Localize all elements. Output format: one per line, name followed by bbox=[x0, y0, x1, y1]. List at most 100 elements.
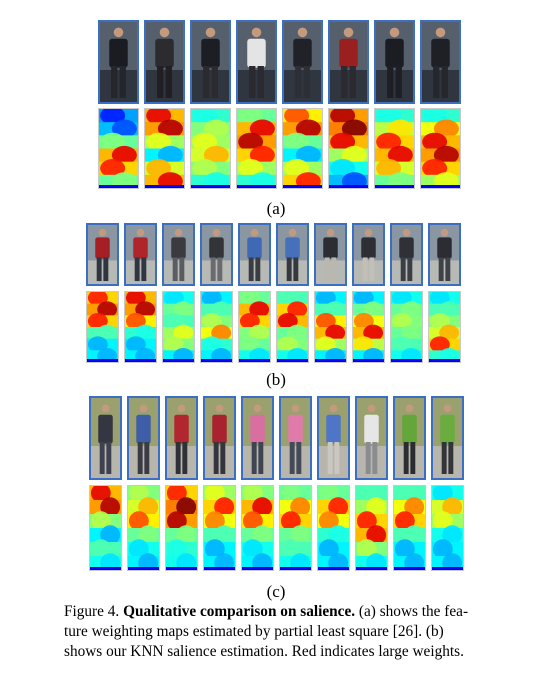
salience-heatmap bbox=[328, 108, 369, 189]
salience-heatmap bbox=[200, 291, 233, 363]
heatmap-bands bbox=[191, 109, 230, 188]
salience-heatmap bbox=[190, 108, 231, 189]
salience-heatmap bbox=[127, 485, 160, 571]
pedestrian-photo bbox=[276, 223, 309, 286]
pedestrian-figure bbox=[395, 398, 424, 478]
pedestrian-figure bbox=[319, 398, 348, 478]
salience-heatmap bbox=[165, 485, 198, 571]
pedestrian-photo bbox=[279, 396, 312, 480]
salience-heatmap bbox=[314, 291, 347, 363]
pedestrian-photo bbox=[355, 396, 388, 480]
pedestrian-photo bbox=[190, 20, 231, 104]
panel-b-heatmap-row bbox=[86, 291, 461, 363]
salience-heatmap bbox=[431, 485, 464, 571]
pedestrian-photo bbox=[352, 223, 385, 286]
pedestrian-figure bbox=[167, 398, 196, 478]
heatmap-bands bbox=[99, 109, 138, 188]
pedestrian-figure bbox=[240, 225, 269, 284]
pedestrian-figure bbox=[238, 22, 275, 102]
panel-c-label: (c) bbox=[266, 582, 286, 601]
pedestrian-figure bbox=[354, 225, 383, 284]
pedestrian-figure bbox=[278, 225, 307, 284]
salience-heatmap bbox=[241, 485, 274, 571]
figure-caption: Figure 4. Qualitative comparison on sali… bbox=[64, 602, 534, 662]
pedestrian-figure bbox=[357, 398, 386, 478]
pedestrian-photo bbox=[390, 223, 423, 286]
pedestrian-figure bbox=[205, 398, 234, 478]
salience-heatmap bbox=[86, 291, 119, 363]
caption-line-1: Figure 4. Qualitative comparison on sali… bbox=[64, 602, 534, 622]
pedestrian-photo bbox=[314, 223, 347, 286]
salience-heatmap bbox=[236, 108, 277, 189]
pedestrian-photo bbox=[317, 396, 350, 480]
salience-heatmap bbox=[203, 485, 236, 571]
pedestrian-photo bbox=[144, 20, 185, 104]
panel-c-photo-row bbox=[89, 396, 464, 480]
pedestrian-figure bbox=[422, 22, 459, 102]
pedestrian-photo bbox=[98, 20, 139, 104]
heatmap-bands bbox=[201, 292, 232, 362]
pedestrian-figure bbox=[192, 22, 229, 102]
heatmap-bands bbox=[429, 292, 460, 362]
pedestrian-figure bbox=[88, 225, 117, 284]
heatmap-bands bbox=[329, 109, 368, 188]
pedestrian-figure bbox=[433, 398, 462, 478]
panel-c-heatmap-row bbox=[89, 485, 464, 571]
salience-heatmap bbox=[428, 291, 461, 363]
caption-title: Qualitative comparison on salience. bbox=[123, 603, 356, 620]
caption-figure-label: Figure 4. bbox=[64, 603, 120, 620]
panel-b-label: (b) bbox=[266, 370, 286, 389]
pedestrian-figure bbox=[146, 22, 183, 102]
salience-heatmap bbox=[162, 291, 195, 363]
heatmap-bands bbox=[277, 292, 308, 362]
pedestrian-figure bbox=[100, 22, 137, 102]
pedestrian-photo bbox=[127, 396, 160, 480]
caption-line-3: shows our KNN salience estimation. Red i… bbox=[64, 643, 464, 660]
salience-heatmap bbox=[89, 485, 122, 571]
salience-heatmap bbox=[420, 108, 461, 189]
heatmap-bands bbox=[204, 486, 235, 570]
pedestrian-photo bbox=[374, 20, 415, 104]
panel-b-photo-row bbox=[86, 223, 461, 286]
heatmap-bands bbox=[128, 486, 159, 570]
pedestrian-figure bbox=[202, 225, 231, 284]
pedestrian-photo bbox=[165, 396, 198, 480]
heatmap-bands bbox=[432, 486, 463, 570]
heatmap-bands bbox=[125, 292, 156, 362]
pedestrian-photo bbox=[238, 223, 271, 286]
pedestrian-photo bbox=[200, 223, 233, 286]
heatmap-bands bbox=[421, 109, 460, 188]
heatmap-bands bbox=[166, 486, 197, 570]
pedestrian-figure bbox=[330, 22, 367, 102]
heatmap-bands bbox=[375, 109, 414, 188]
salience-heatmap bbox=[374, 108, 415, 189]
pedestrian-photo bbox=[162, 223, 195, 286]
salience-heatmap bbox=[393, 485, 426, 571]
salience-heatmap bbox=[352, 291, 385, 363]
pedestrian-figure bbox=[316, 225, 345, 284]
pedestrian-figure bbox=[91, 398, 120, 478]
heatmap-bands bbox=[87, 292, 118, 362]
pedestrian-figure bbox=[430, 225, 459, 284]
pedestrian-figure bbox=[243, 398, 272, 478]
pedestrian-figure bbox=[376, 22, 413, 102]
salience-heatmap bbox=[390, 291, 423, 363]
panel-a-heatmap-row bbox=[98, 108, 461, 189]
pedestrian-photo bbox=[328, 20, 369, 104]
pedestrian-figure bbox=[284, 22, 321, 102]
pedestrian-figure bbox=[392, 225, 421, 284]
salience-heatmap bbox=[355, 485, 388, 571]
pedestrian-photo bbox=[420, 20, 461, 104]
heatmap-bands bbox=[163, 292, 194, 362]
pedestrian-photo bbox=[86, 223, 119, 286]
salience-heatmap bbox=[276, 291, 309, 363]
pedestrian-photo bbox=[431, 396, 464, 480]
pedestrian-photo bbox=[89, 396, 122, 480]
pedestrian-figure bbox=[281, 398, 310, 478]
panel-a-label: (a) bbox=[266, 199, 286, 218]
pedestrian-photo bbox=[428, 223, 461, 286]
heatmap-bands bbox=[356, 486, 387, 570]
pedestrian-figure bbox=[129, 398, 158, 478]
salience-heatmap bbox=[279, 485, 312, 571]
heatmap-bands bbox=[90, 486, 121, 570]
